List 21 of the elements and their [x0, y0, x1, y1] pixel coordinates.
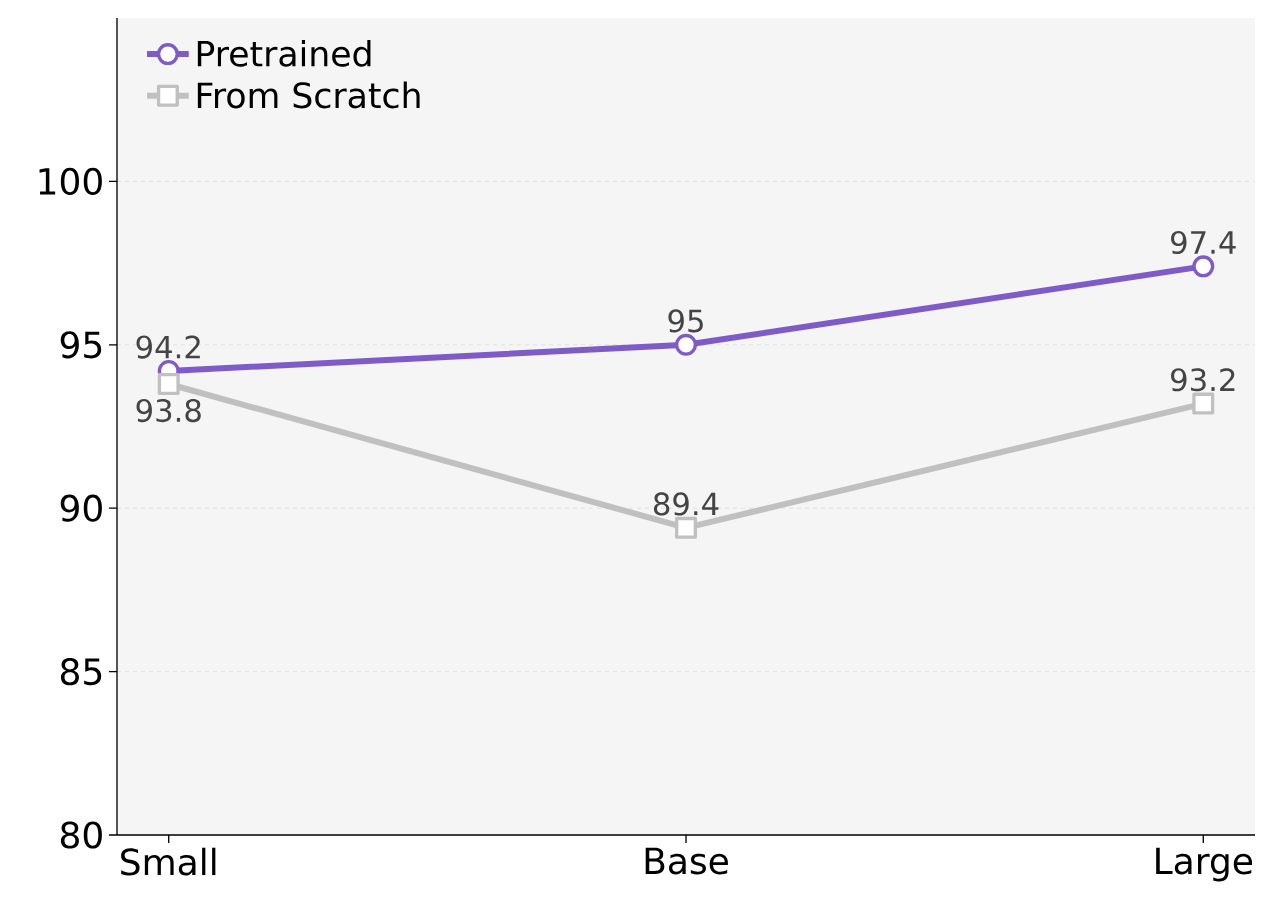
data-label: 95: [668, 309, 703, 333]
data-label: 93.2: [1171, 368, 1235, 392]
y-tick-label: 95: [60, 331, 102, 359]
data-label: 94.2: [136, 335, 200, 359]
y-tick-label: 100: [39, 167, 102, 195]
data-label: 97.4: [1171, 230, 1236, 255]
x-tick-label: Small: [121, 847, 216, 876]
point: [675, 516, 698, 539]
legend-label: From Scratch: [197, 81, 420, 109]
point: [675, 333, 698, 356]
point: [1192, 392, 1215, 415]
point: [1192, 255, 1215, 278]
legend-label: Pretrained: [197, 39, 371, 67]
data-label: 93.8: [136, 398, 201, 423]
data-label: 89.4: [653, 492, 719, 516]
y-tick-label: 85: [60, 657, 102, 686]
y-tick-label: 80: [60, 821, 102, 849]
x-tick-label: Large: [1156, 847, 1253, 882]
point: [157, 373, 180, 396]
y-tick-label: 90: [60, 494, 102, 522]
x-tick-label: Base: [645, 847, 728, 875]
